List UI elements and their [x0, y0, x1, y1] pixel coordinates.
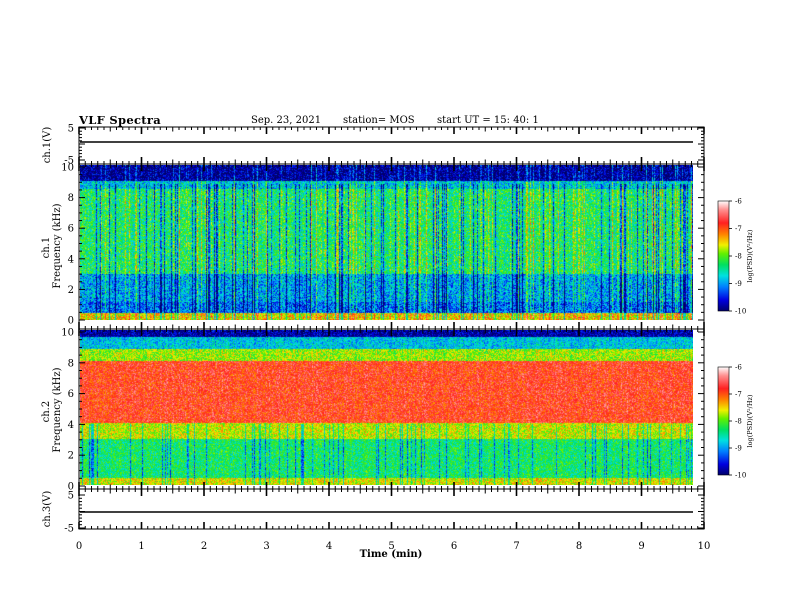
ch2-channel-name: ch.2 [41, 401, 52, 423]
ch1-spectrogram-ylabel: ch.1 Frequency (kHz) [41, 203, 63, 288]
y-tick-label: -5 [64, 156, 74, 167]
x-tick-label: 4 [326, 541, 332, 552]
colorbar-tick-label: -10 [735, 308, 746, 316]
ch1-channel-name: ch.1 [41, 237, 52, 259]
ch1-spectrogram-image [80, 165, 693, 320]
x-tick-label: 0 [76, 541, 82, 552]
y-tick-label: 8 [68, 358, 74, 369]
chart-title: VLF Spectra [79, 113, 161, 127]
y-tick-label: 0 [68, 316, 74, 327]
axis-ticks: 0 1 2 3 4 5 6 7 8 9 10024681002468105-55-5-6-7-8-9… [61, 124, 746, 553]
x-tick-label: 7 [513, 541, 519, 552]
x-tick-label: 2 [201, 541, 207, 552]
y-tick-label: 0 [68, 482, 74, 493]
ch1-frequency-label: Frequency (kHz) [52, 203, 63, 288]
x-tick-label: 8 [576, 541, 582, 552]
y-tick-label: 5 [68, 124, 74, 135]
colorbar-tick-label: -10 [735, 472, 746, 480]
x-tick-label: 10 [698, 541, 711, 552]
colorbar-tick-label: -8 [735, 418, 742, 426]
ch2-colorbar [717, 366, 730, 476]
y-tick-label: 8 [68, 193, 74, 204]
date-label: Sep. 23, 2021 [251, 115, 322, 126]
y-tick-label: 4 [68, 420, 74, 431]
colorbar-tick-label: -7 [735, 391, 742, 399]
ch3-waveform-ylabel: ch.3(V) [42, 491, 53, 528]
colorbar-tick-label: -8 [735, 253, 742, 261]
x-tick-label: 9 [638, 541, 644, 552]
colorbar-tick-label: -9 [735, 445, 742, 453]
y-tick-label: 2 [68, 285, 74, 296]
colorbar-tick-label: -6 [735, 364, 742, 372]
y-tick-label: 4 [68, 254, 74, 265]
x-axis-label: Time (min) [360, 549, 423, 560]
ch1-colorbar-label: log(PSD)(V²/Hz) [746, 229, 754, 282]
ch1-waveform-ylabel: ch.1(V) [42, 127, 53, 164]
ch2-spectrogram-image [80, 330, 693, 485]
start-time-label: start UT = 15: 40: 1 [437, 115, 539, 126]
x-tick-label: 6 [451, 541, 457, 552]
ch2-spectrogram-ylabel: ch.2 Frequency (kHz) [41, 367, 63, 452]
y-tick-label: 2 [68, 451, 74, 462]
ch1-colorbar [717, 200, 730, 312]
y-tick-label: 10 [61, 328, 74, 339]
y-tick-label: -5 [64, 524, 74, 535]
x-tick-label: 5 [388, 541, 394, 552]
y-tick-label: 10 [61, 163, 74, 174]
station-label: station= MOS [343, 115, 415, 126]
ch2-frequency-label: Frequency (kHz) [52, 367, 63, 452]
colorbar-tick-label: -9 [735, 280, 742, 288]
colorbar-tick-label: -6 [735, 198, 742, 206]
colorbar-tick-label: -7 [735, 225, 742, 233]
x-tick-label: 1 [138, 541, 144, 552]
ch2-colorbar-label: log(PSD)(V²/Hz) [746, 394, 754, 447]
y-tick-label: 6 [68, 389, 74, 400]
y-tick-label: 6 [68, 224, 74, 235]
y-tick-label: 5 [68, 491, 74, 502]
x-tick-label: 3 [263, 541, 269, 552]
